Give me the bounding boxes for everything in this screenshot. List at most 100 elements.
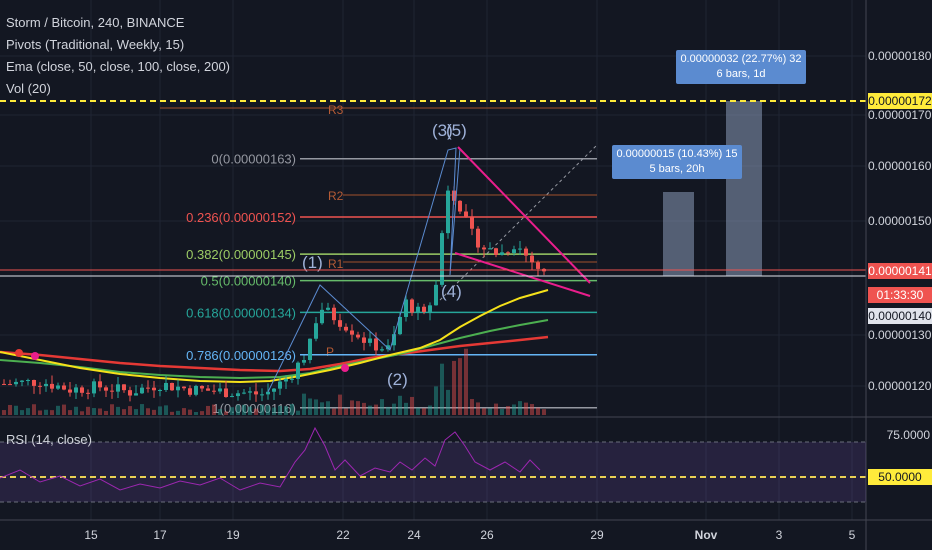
volume-bar	[86, 406, 90, 415]
candle-body	[128, 390, 132, 396]
candle-body	[122, 384, 126, 391]
volume-bar	[62, 404, 66, 415]
pivot-r2-label: R2	[328, 189, 344, 203]
time-axis-label: 24	[407, 528, 421, 542]
candle-body	[392, 334, 396, 346]
price-axis-label: 0.00000160	[868, 159, 932, 173]
diagonal-trend-dashed[interactable]	[439, 144, 598, 301]
price-tag-rsi-50[interactable]: 50.0000	[868, 469, 932, 485]
volume-bar	[512, 404, 516, 415]
candle-body	[80, 387, 84, 393]
price-tag-last: 0.00000141	[868, 263, 932, 279]
legend-symbol[interactable]: Storm / Bitcoin, 240, BINANCE	[6, 15, 185, 30]
candle-body	[86, 392, 90, 394]
volume-bars	[2, 348, 546, 415]
candle-body	[428, 305, 432, 312]
candle-body	[470, 216, 474, 229]
candle-body	[164, 382, 168, 390]
legend-pivots[interactable]: Pivots (Traditional, Weekly, 15)	[6, 37, 185, 52]
volume-bar	[536, 407, 540, 415]
candle-body	[464, 211, 468, 217]
volume-bar	[302, 393, 306, 415]
volume-bar	[134, 409, 138, 415]
price-tag-140[interactable]: 0.00000140	[868, 308, 932, 324]
volume-bar	[200, 411, 204, 415]
candle-body	[350, 330, 354, 335]
candle-body	[482, 247, 486, 250]
wedge-lower-line[interactable]	[454, 252, 591, 297]
volume-bar	[236, 404, 240, 415]
volume-bar	[8, 404, 12, 415]
price-axis-label: 0.00000120	[868, 379, 932, 393]
volume-bar	[464, 348, 468, 415]
measure-callout-small[interactable]: 0.00000015 (10.43%) 15 5 bars, 20h	[612, 145, 742, 179]
wedge-upper-line[interactable]	[457, 146, 591, 284]
price-tag-countdown: 01:33:30	[868, 287, 932, 303]
volume-bar	[116, 406, 120, 415]
candle-body	[50, 383, 54, 389]
fib-label: 0.786(0.00000126)	[186, 348, 296, 363]
candle-body	[512, 249, 516, 253]
volume-bar	[428, 405, 432, 415]
price-tag-172[interactable]: 0.00000172	[868, 93, 932, 109]
volume-bar	[44, 409, 48, 415]
candle-body	[272, 388, 276, 392]
candle-body	[266, 391, 270, 395]
measure-callout-small-line1: 0.00000015 (10.43%) 15	[616, 148, 738, 160]
candle-body	[62, 385, 66, 390]
price-axis-label: 0.00000180	[868, 49, 932, 63]
time-axis-label: 17	[153, 528, 167, 542]
candle-body	[284, 378, 288, 382]
fib-label: 0.382(0.00000145)	[186, 247, 296, 262]
volume-bar	[374, 404, 378, 415]
candle-body	[56, 385, 60, 389]
volume-bar	[38, 410, 42, 415]
volume-bar	[194, 411, 198, 415]
legend-ema[interactable]: Ema (close, 50, close, 100, close, 200)	[6, 59, 231, 74]
volume-bar	[386, 406, 390, 415]
measure-box-large[interactable]	[726, 101, 762, 276]
volume-bar	[398, 395, 402, 415]
candle-body	[44, 383, 48, 387]
ema-50-line	[0, 289, 549, 384]
volume-bar	[290, 404, 294, 415]
volume-bar	[146, 408, 150, 415]
candle-body	[488, 248, 492, 250]
legend-rsi[interactable]: RSI (14, close)	[6, 432, 92, 447]
volume-bar	[320, 402, 324, 415]
candle-body	[458, 200, 462, 212]
time-axis-label: 22	[336, 528, 350, 542]
wave-label-3: (3)	[432, 121, 453, 140]
measure-box-small[interactable]	[663, 192, 694, 276]
volume-bar	[260, 404, 264, 415]
volume-bar	[482, 408, 486, 415]
volume-bar	[434, 386, 438, 415]
volume-bar	[98, 408, 102, 415]
volume-bar	[470, 399, 474, 415]
volume-bar	[530, 404, 534, 415]
legend-vol[interactable]: Vol (20)	[6, 81, 51, 96]
candle-body	[260, 394, 264, 396]
volume-bar	[56, 405, 60, 415]
candle-body	[356, 334, 360, 338]
volume-bar	[80, 411, 84, 415]
volume-bar	[296, 410, 300, 415]
volume-bar	[404, 402, 408, 415]
rsi-band	[0, 442, 866, 502]
volume-bar	[416, 407, 420, 415]
price-axis-label: 0.00000130	[868, 328, 932, 342]
measure-callout-large[interactable]: 0.00000032 (22.77%) 32 6 bars, 1d	[676, 50, 806, 84]
volume-bar	[206, 405, 210, 415]
candle-body	[536, 262, 540, 269]
volume-bar	[326, 401, 330, 415]
time-axis-label: 5	[848, 528, 856, 542]
volume-bar	[500, 409, 504, 415]
volume-bar	[506, 406, 510, 415]
candle-body	[26, 379, 30, 381]
candle-body	[278, 381, 282, 389]
candle-body	[194, 385, 198, 395]
candle-body	[500, 252, 504, 255]
volume-bar	[224, 411, 228, 415]
candle-body	[32, 379, 36, 386]
candle-body	[326, 307, 330, 310]
